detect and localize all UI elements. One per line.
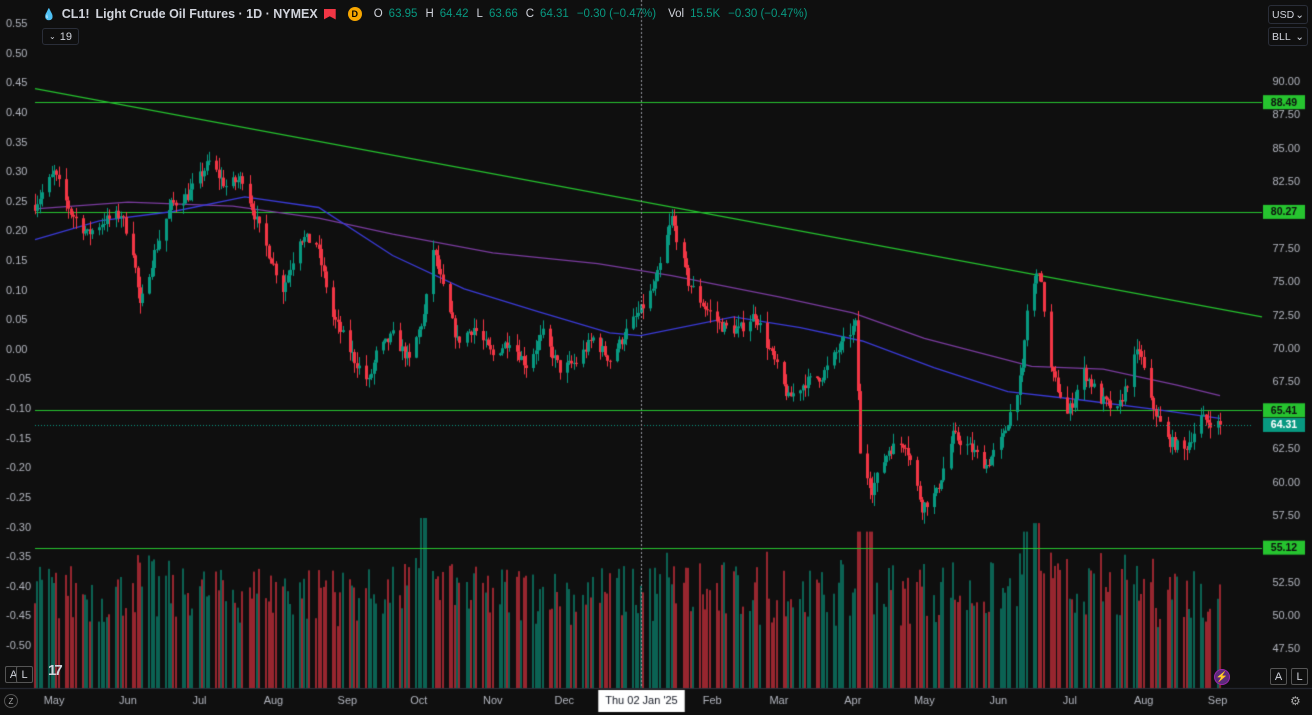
high-value: 64.42: [439, 8, 469, 20]
unit-select[interactable]: BLL ⌄: [1268, 27, 1308, 46]
symbol-header[interactable]: 💧 CL1! Light Crude Oil Futures · 1D · NY…: [42, 5, 809, 23]
close-key: C: [525, 8, 535, 20]
indicators-toggle[interactable]: ⌄ 19: [42, 28, 79, 45]
open-key: O: [373, 8, 383, 20]
chevron-down-icon: ⌄: [1295, 8, 1304, 21]
low-value: 63.66: [488, 8, 518, 20]
unit-label: BLL: [1272, 30, 1291, 43]
symbol-name[interactable]: CL1!: [61, 7, 90, 21]
change-value: −0.30 (−0.47%): [576, 8, 657, 20]
symbol-title: Light Crude Oil Futures · 1D · NYMEX: [95, 7, 318, 21]
low-key: L: [476, 8, 483, 20]
tradingview-logo[interactable]: 17: [48, 662, 63, 679]
close-value: 64.31: [540, 8, 569, 20]
right-auto-scale-button[interactable]: A: [1270, 668, 1287, 685]
droplet-icon: 💧: [42, 8, 56, 21]
indicators-count: 19: [59, 30, 72, 43]
zoom-reset-button[interactable]: Z: [4, 694, 18, 708]
currency-select[interactable]: USD ⌄: [1268, 5, 1308, 24]
gear-icon[interactable]: ⚙: [1290, 694, 1301, 708]
chevron-down-icon: ⌄: [49, 32, 56, 41]
right-log-scale-button[interactable]: L: [1291, 668, 1308, 685]
high-key: H: [425, 8, 434, 20]
volume-key: Vol: [668, 8, 685, 20]
chevron-down-icon: ⌄: [1295, 30, 1304, 43]
data-badge[interactable]: D: [347, 7, 362, 21]
flash-icon[interactable]: ⚡: [1214, 669, 1230, 685]
open-value: 63.95: [388, 8, 418, 20]
left-log-scale-button[interactable]: L: [16, 666, 33, 683]
currency-label: USD: [1272, 8, 1295, 21]
flag-icon[interactable]: [323, 8, 336, 20]
volume-value: 15.5K: [690, 8, 721, 20]
volume-change: −0.30 (−0.47%): [728, 8, 808, 20]
